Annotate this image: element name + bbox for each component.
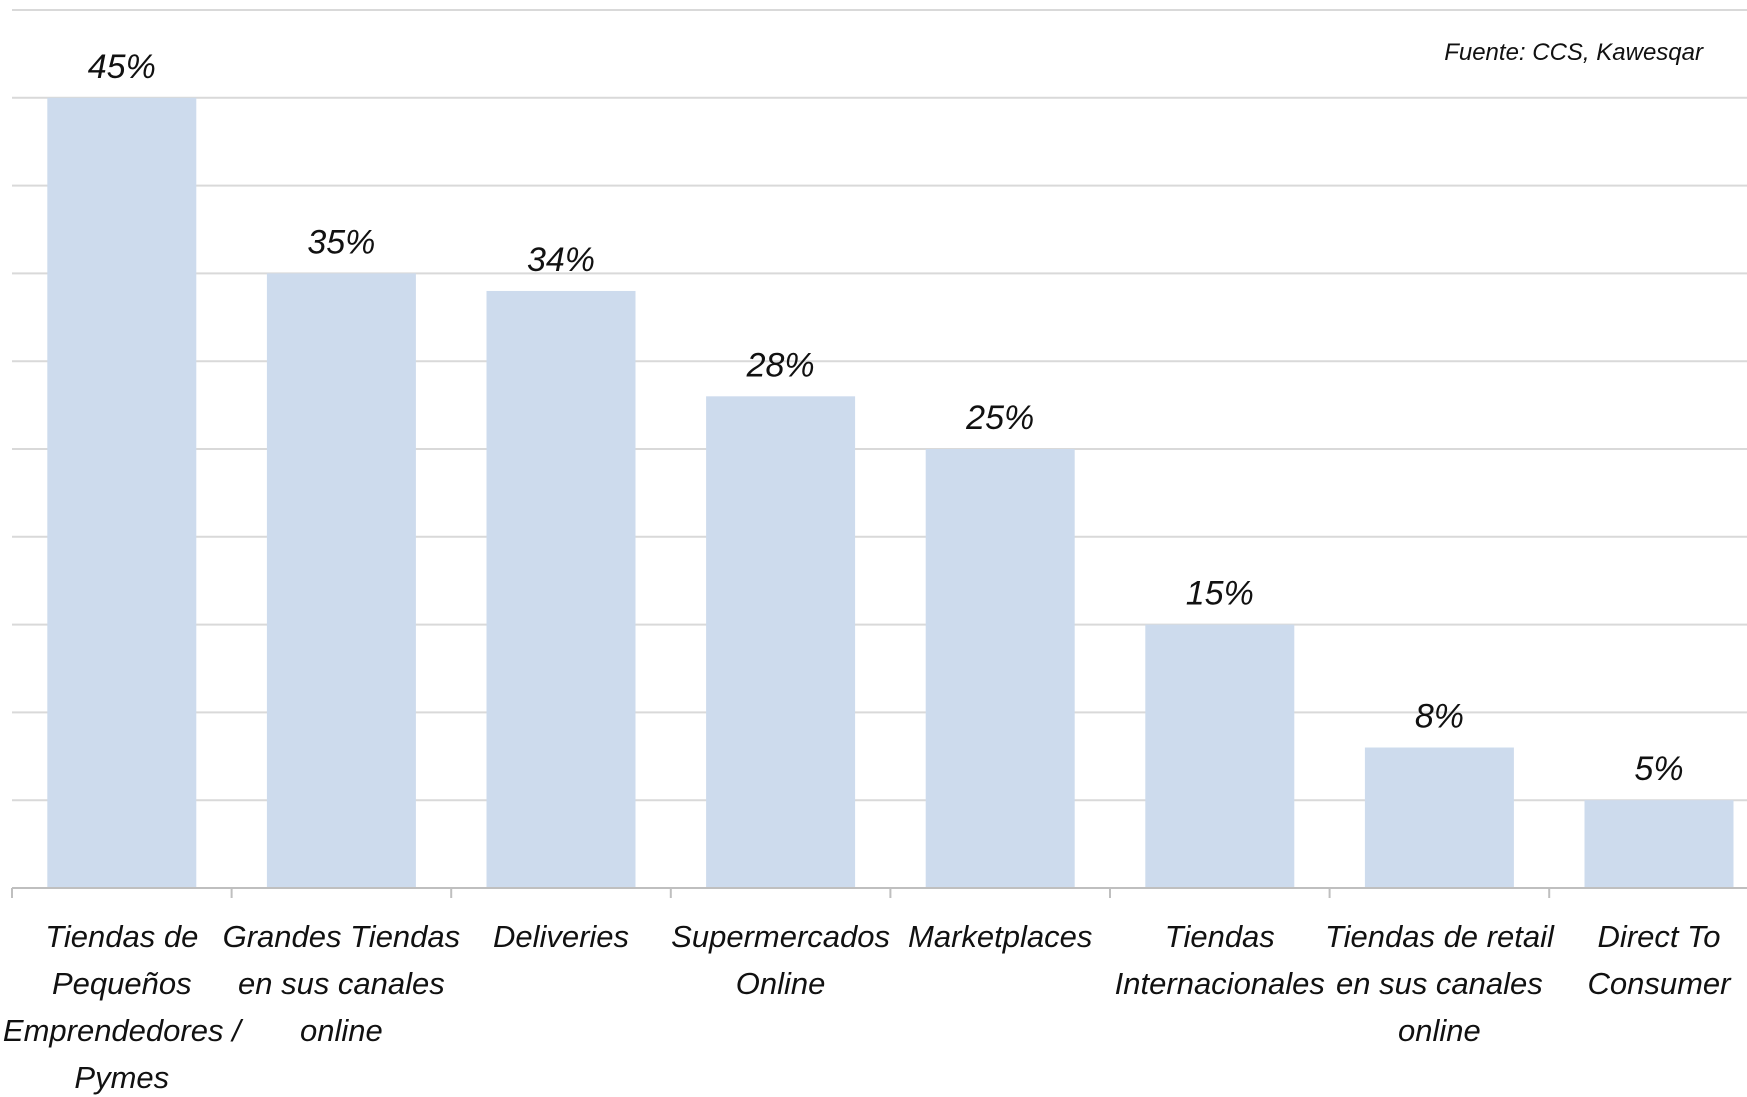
data-label: 28% bbox=[746, 346, 815, 384]
category-label: en sus canales bbox=[238, 966, 445, 1001]
category-label: Supermercados bbox=[671, 919, 890, 954]
data-label: 34% bbox=[527, 241, 595, 279]
bars bbox=[47, 97, 1734, 889]
bar bbox=[47, 97, 197, 889]
data-labels: 45% 35% 34% 28% 25% 15% 8% 5% bbox=[88, 48, 1684, 788]
bar bbox=[1364, 747, 1514, 888]
category-label: Pequeños bbox=[52, 966, 192, 1001]
category-label: Internacionales bbox=[1115, 966, 1325, 1001]
source-note: Fuente: CCS, Kawesqar bbox=[1444, 39, 1704, 66]
bar bbox=[266, 273, 416, 888]
category-label: Tiendas de retail bbox=[1325, 919, 1555, 954]
bar bbox=[1584, 800, 1734, 888]
category-label: Online bbox=[736, 966, 826, 1001]
category-label: online bbox=[300, 1013, 383, 1048]
bar bbox=[706, 396, 856, 888]
data-label: 15% bbox=[1186, 575, 1254, 613]
category-label: en sus canales bbox=[1336, 966, 1543, 1001]
category-label: Marketplaces bbox=[908, 919, 1092, 954]
category-label: Tiendas de bbox=[45, 919, 198, 954]
data-label: 25% bbox=[965, 399, 1034, 437]
category-labels: Tiendas de Pequeños Emprendedores / Pymes Gr… bbox=[3, 919, 1732, 1095]
data-label: 45% bbox=[88, 48, 156, 86]
data-label: 8% bbox=[1415, 698, 1464, 736]
x-axis bbox=[11, 887, 1747, 898]
category-label: Tiendas bbox=[1165, 919, 1275, 954]
category-label: Pymes bbox=[74, 1060, 169, 1095]
category-label: online bbox=[1398, 1013, 1481, 1048]
category-label: Grandes Tiendas bbox=[223, 919, 461, 954]
data-label: 5% bbox=[1634, 750, 1683, 788]
category-label: Direct To bbox=[1598, 919, 1721, 954]
category-label: Deliveries bbox=[493, 919, 629, 954]
category-label: Emprendedores / bbox=[3, 1013, 244, 1048]
category-label: Consumer bbox=[1588, 966, 1733, 1001]
bar bbox=[1145, 624, 1295, 888]
bar bbox=[486, 290, 636, 889]
data-label: 35% bbox=[307, 223, 375, 261]
bar bbox=[925, 449, 1075, 888]
